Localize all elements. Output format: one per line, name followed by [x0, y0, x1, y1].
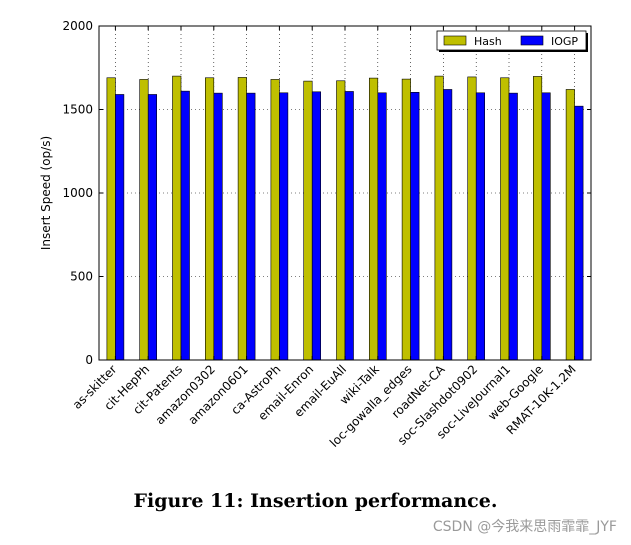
bar-iogp-amazon0601	[246, 92, 256, 361]
bar-iogp-RMAT-10K-1.2M	[574, 105, 584, 361]
y-tick-label: 1000	[62, 186, 93, 200]
bar-hash-wiki-Talk	[368, 77, 379, 361]
bar-iogp-loc-gowalla_edges	[410, 91, 420, 361]
bar-hash-soc-LiveJournal1	[500, 77, 510, 361]
legend-box	[436, 30, 587, 51]
y-tick-label: 500	[70, 270, 93, 284]
bar-hash-amazon0601	[237, 77, 247, 361]
bar-iogp-email-EuAll	[344, 91, 354, 361]
bar-hash-soc-Slashdot0902	[467, 76, 477, 361]
legend: Hash IOGP	[436, 30, 588, 52]
bar-iogp-wiki-Talk	[377, 92, 387, 361]
y-tick-label: 2000	[62, 19, 93, 33]
bar-hash-web-Google	[532, 76, 543, 361]
bar-iogp-soc-LiveJournal1	[508, 92, 518, 361]
y-tick-label: 0	[85, 353, 93, 367]
bar-iogp-ca-AstroPh	[279, 92, 289, 361]
bar-hash-ca-AstroPh	[270, 79, 280, 361]
y-axis-label: Insert Speed (op/s)	[39, 136, 53, 250]
legend-swatch-hash	[443, 35, 467, 46]
figure-caption: Figure 11: Insertion performance.	[133, 490, 498, 512]
bar-hash-amazon0302	[205, 77, 215, 361]
legend-label-iogp: IOGP	[551, 35, 578, 48]
bar-hash-email-EuAll	[336, 80, 346, 361]
bar-iogp-roadNet-CA	[443, 89, 453, 361]
bar-hash-cit-HepPh	[139, 79, 149, 361]
y-axis-ticks: 0 500 1000 1500 2000	[62, 19, 591, 367]
bar-hash-loc-gowalla_edges	[401, 78, 411, 361]
legend-label-hash: Hash	[474, 35, 502, 48]
bar-hash-cit-Patents	[172, 75, 182, 361]
bar-hash-RMAT-10K-1.2M	[565, 89, 575, 361]
bar-iogp-email-Enron	[311, 91, 322, 361]
bar-iogp-amazon0302	[213, 92, 223, 361]
bar-iogp-cit-HepPh	[147, 94, 157, 361]
bar-hash-email-Enron	[303, 80, 313, 361]
bar-iogp-as-skitter	[115, 94, 125, 361]
legend-swatch-iogp	[520, 35, 544, 46]
bar-hash-as-skitter	[106, 77, 116, 361]
bar-iogp-cit-Patents	[180, 90, 190, 361]
bar-iogp-soc-Slashdot0902	[475, 92, 486, 361]
bar-iogp-web-Google	[541, 92, 551, 361]
bar-hash-roadNet-CA	[434, 75, 444, 361]
watermark: CSDN @今我来思雨霏霏_JYF	[432, 519, 617, 535]
y-tick-label: 1500	[62, 103, 93, 117]
bars	[106, 75, 584, 361]
